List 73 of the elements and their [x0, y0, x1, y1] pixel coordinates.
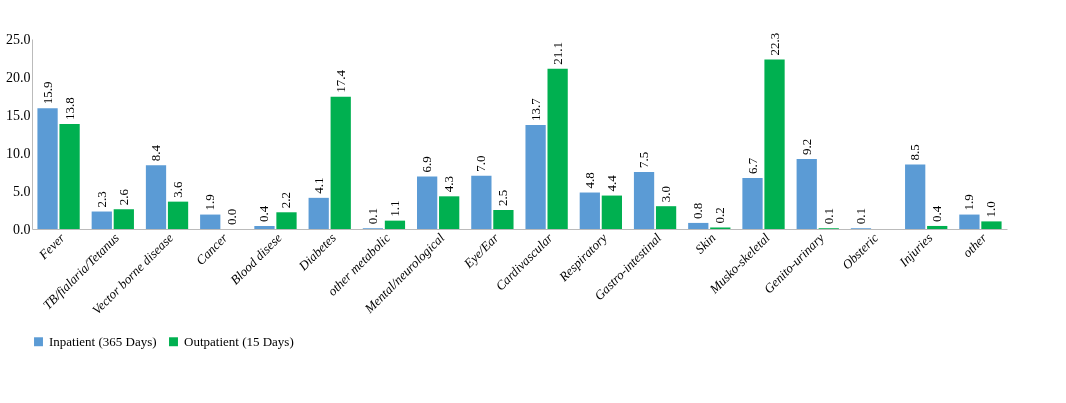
bar — [254, 225, 275, 229]
bar — [417, 176, 438, 229]
data-label: 0.4 — [256, 205, 272, 222]
bar — [113, 209, 134, 229]
data-label: 15.9 — [39, 81, 55, 105]
data-label: 3.6 — [170, 180, 186, 198]
y-tick-label: 0.0 — [13, 221, 31, 237]
y-tick-label: 25.0 — [6, 31, 31, 47]
y-tick-label: 10.0 — [6, 145, 31, 161]
bar — [981, 221, 1002, 229]
y-tick-label: 15.0 — [6, 107, 31, 123]
bar — [308, 197, 329, 229]
bar — [59, 124, 80, 229]
data-label: 6.7 — [744, 157, 760, 175]
data-label: 2.6 — [115, 188, 131, 206]
data-label: 2.5 — [495, 189, 511, 206]
bar — [655, 206, 677, 229]
bar — [633, 172, 655, 229]
data-label: 0.1 — [852, 207, 868, 225]
data-label: 6.9 — [419, 156, 435, 173]
data-label: 1.1 — [386, 200, 402, 217]
bar — [330, 96, 351, 229]
data-label: 4.1 — [310, 177, 326, 194]
data-label: 0.1 — [820, 207, 836, 225]
bar — [200, 214, 221, 229]
bar — [471, 175, 492, 229]
data-label: 2.2 — [278, 192, 294, 209]
bar — [905, 164, 926, 229]
data-label: 8.4 — [148, 144, 164, 162]
data-label: 9.2 — [798, 138, 814, 156]
data-label: 3.0 — [658, 185, 674, 203]
data-label: 7.0 — [473, 155, 489, 172]
data-label: 0.4 — [929, 205, 945, 222]
bar — [688, 222, 709, 229]
bar — [547, 68, 568, 229]
legend-label: Inpatient (365 Days) — [49, 333, 157, 349]
data-label: 0.8 — [690, 202, 706, 219]
bar — [37, 108, 58, 229]
bar — [276, 212, 297, 229]
bar — [493, 210, 514, 229]
bar — [742, 178, 763, 229]
bar — [439, 196, 460, 229]
data-label: 1.9 — [961, 194, 977, 211]
data-label: 1.9 — [202, 194, 218, 211]
data-label: 17.4 — [332, 69, 348, 93]
bar — [525, 124, 546, 229]
bar — [959, 214, 980, 229]
data-label: 13.7 — [527, 97, 543, 121]
y-tick-label: 5.0 — [13, 183, 31, 199]
bar — [145, 165, 167, 229]
data-label: 7.5 — [636, 151, 652, 168]
data-label: 22.3 — [766, 32, 782, 56]
data-label: 4.8 — [581, 172, 597, 189]
data-label: 8.5 — [907, 144, 923, 161]
bar — [167, 201, 189, 229]
bar — [796, 159, 817, 229]
bar — [384, 220, 406, 229]
data-label: 0.2 — [712, 207, 728, 224]
bar — [764, 59, 785, 229]
data-label: 21.1 — [549, 41, 565, 65]
data-label: 0.0 — [224, 208, 240, 225]
data-label: 13.8 — [61, 97, 77, 121]
data-label: 1.0 — [983, 201, 999, 218]
bar — [601, 195, 622, 229]
legend-label: Outpatient (15 Days) — [184, 333, 294, 349]
bar — [579, 192, 600, 229]
data-label: 4.3 — [441, 176, 457, 193]
data-label: 4.4 — [603, 174, 619, 192]
data-label: 0.1 — [364, 207, 380, 225]
y-tick-label: 20.0 — [6, 69, 31, 85]
bar — [91, 211, 112, 229]
data-label: 2.3 — [93, 191, 109, 208]
bar — [927, 225, 948, 229]
